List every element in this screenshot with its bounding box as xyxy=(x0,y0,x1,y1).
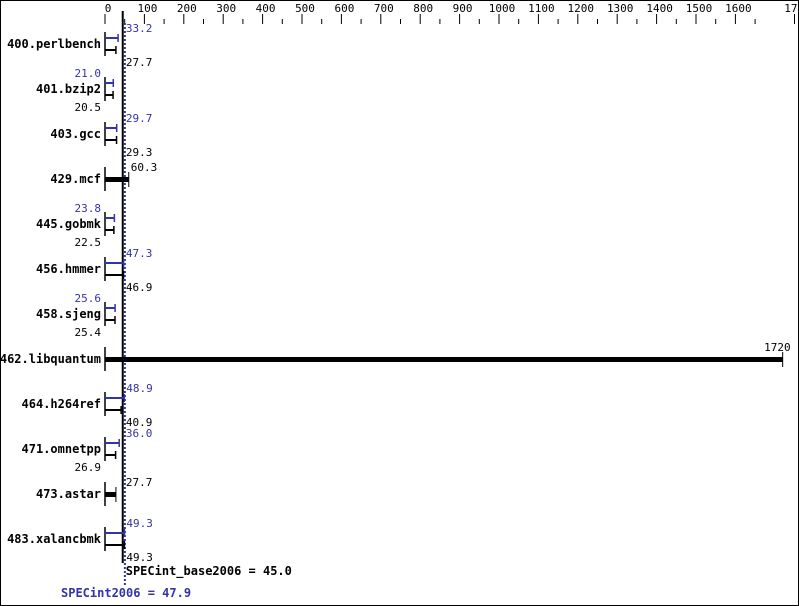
x-tick-label: 1750 xyxy=(784,2,798,15)
x-tick-label: 1100 xyxy=(528,2,555,15)
base-value-label: 29.3 xyxy=(126,146,152,159)
x-tick-label: 100 xyxy=(137,2,157,15)
benchmark-label: 403.gcc xyxy=(50,127,101,141)
x-tick-label: 1400 xyxy=(646,2,673,15)
benchmark-label: 456.hmmer xyxy=(36,262,101,276)
peak-value-label: 33.2 xyxy=(126,22,152,35)
benchmark-label: 462.libquantum xyxy=(1,352,101,366)
x-tick-label: 1000 xyxy=(489,2,516,15)
x-tick-label: 1300 xyxy=(607,2,634,15)
base-value-label: 49.3 xyxy=(126,551,152,564)
x-tick-label: 0 xyxy=(105,2,112,15)
base-value-label: 25.4 xyxy=(75,326,102,339)
peak-value-label: 23.8 xyxy=(75,202,102,215)
peak-value-label: 48.9 xyxy=(126,382,153,395)
benchmark-label: 445.gobmk xyxy=(36,217,102,231)
x-tick-label: 700 xyxy=(374,2,394,15)
x-tick-label: 1500 xyxy=(686,2,713,15)
benchmark-label: 464.h264ref xyxy=(22,397,101,411)
benchmark-label: 400.perlbench xyxy=(7,37,101,51)
benchmark-label: 483.xalancbmk xyxy=(7,532,102,546)
x-tick-label: 200 xyxy=(177,2,197,15)
base-value-label: 27.7 xyxy=(126,476,152,489)
base-value-label: 20.5 xyxy=(75,101,102,114)
x-tick-label: 300 xyxy=(216,2,236,15)
x-tick-label: 1200 xyxy=(568,2,595,15)
peak-value-label: 21.0 xyxy=(75,67,102,80)
x-tick-label: 600 xyxy=(334,2,354,15)
base-bar xyxy=(105,177,129,182)
base-value-label: 27.7 xyxy=(126,56,152,69)
x-tick-label: 400 xyxy=(256,2,276,15)
peak-value-label: 47.3 xyxy=(126,247,152,260)
base-mean-label: SPECint_base2006 = 45.0 xyxy=(126,564,292,579)
peak-value-label: 36.0 xyxy=(126,427,152,440)
peak-value-label: 25.6 xyxy=(75,292,102,305)
benchmark-label: 458.sjeng xyxy=(36,307,101,321)
benchmark-label: 473.astar xyxy=(36,487,101,501)
x-tick-label: 800 xyxy=(413,2,433,15)
base-value-label: 60.3 xyxy=(131,161,158,174)
x-tick-label: 900 xyxy=(453,2,473,15)
x-tick-label: 1600 xyxy=(725,2,752,15)
benchmark-label: 471.omnetpp xyxy=(22,442,101,456)
peak-value-label: 49.3 xyxy=(126,517,152,530)
benchmark-label: 429.mcf xyxy=(50,172,101,186)
base-value-label: 22.5 xyxy=(75,236,102,249)
base-value-label: 1720 xyxy=(764,341,791,354)
x-tick-label: 500 xyxy=(295,2,315,15)
base-bar xyxy=(105,357,783,362)
base-value-label: 46.9 xyxy=(126,281,152,294)
base-bar xyxy=(105,492,116,497)
base-value-label: 40.9 xyxy=(126,416,152,429)
peak-value-label: 29.7 xyxy=(126,112,152,125)
base-value-label: 26.9 xyxy=(75,461,102,474)
benchmark-label: 401.bzip2 xyxy=(36,82,101,96)
peak-mean-label: SPECint2006 = 47.9 xyxy=(61,586,191,600)
